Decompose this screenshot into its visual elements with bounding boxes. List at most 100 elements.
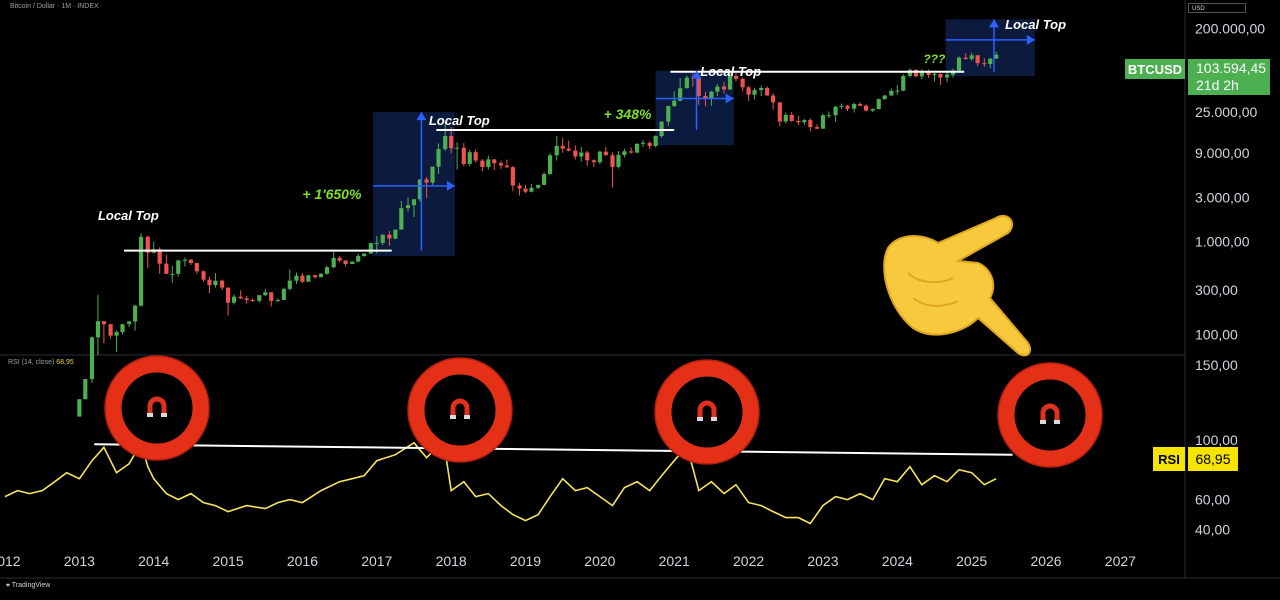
ring-circle <box>997 362 1103 468</box>
price-tag-value: 103.594,45 <box>1196 60 1266 76</box>
candle-body <box>238 296 243 299</box>
candle <box>876 98 881 110</box>
candle <box>306 274 311 282</box>
candle <box>225 287 231 316</box>
candle <box>808 118 813 132</box>
candle-body <box>845 105 850 109</box>
magnet-tip <box>450 415 456 419</box>
candle <box>417 179 423 202</box>
candle-body <box>225 287 231 303</box>
candle-body <box>287 280 292 289</box>
candle-body <box>733 75 739 79</box>
candle-body <box>318 273 324 278</box>
currency-selector[interactable]: USD <box>1188 3 1246 13</box>
candle <box>591 159 597 167</box>
ring-outer-edge <box>654 359 760 465</box>
candle-body <box>536 184 541 188</box>
candle-body <box>653 136 658 146</box>
candle-body <box>640 142 646 144</box>
candle <box>666 105 671 127</box>
candle <box>554 136 559 161</box>
candle <box>870 108 875 113</box>
candle-body <box>194 262 199 272</box>
candle <box>523 184 528 194</box>
candle-body <box>573 150 578 157</box>
candle <box>461 142 466 167</box>
candle-body <box>331 257 336 268</box>
candle-body <box>461 147 466 164</box>
candle-body <box>616 154 621 167</box>
rsi-tag-value-bg <box>1188 447 1238 471</box>
candle-body <box>486 159 491 168</box>
candle-body <box>715 86 720 92</box>
candle <box>220 279 225 291</box>
candle-body <box>387 234 392 239</box>
candle-body <box>350 261 355 264</box>
candle <box>101 320 106 344</box>
candle <box>393 229 398 240</box>
tradingview-logo-icon: ⌖ <box>6 582 10 589</box>
local-top-label-4: Local Top <box>1005 17 1066 32</box>
candle-body <box>597 151 602 163</box>
gain-label-1650: + 1'650% <box>302 186 362 202</box>
candle <box>368 242 373 254</box>
price-tag-countdown: 21d 2h <box>1196 77 1239 93</box>
candle-body <box>926 72 931 76</box>
time-axis-tick: 2015 <box>212 553 243 569</box>
time-axis-tick: 2027 <box>1105 553 1136 569</box>
candle-body <box>157 249 162 264</box>
candle <box>170 265 175 283</box>
magnet-tip <box>711 417 717 421</box>
candle <box>969 52 974 61</box>
candle <box>579 147 584 162</box>
candle-body <box>839 105 844 107</box>
candle-body <box>975 55 980 64</box>
candle-body <box>120 324 125 333</box>
candle <box>982 58 987 67</box>
symbol-header: Bitcoin / Dollar · 1M · INDEX <box>10 3 99 10</box>
candle <box>975 55 980 67</box>
candle-body <box>852 104 857 109</box>
magnet-body <box>697 400 717 420</box>
candle <box>95 295 101 355</box>
candle-body <box>703 95 708 99</box>
candle <box>467 149 472 167</box>
candle <box>622 148 627 158</box>
candle-body <box>982 63 987 65</box>
candle <box>542 172 547 186</box>
highlight-ring-2013 <box>104 355 210 461</box>
candle <box>127 320 132 328</box>
candle <box>77 399 82 417</box>
candle-body <box>188 259 193 263</box>
candle-body <box>629 151 634 153</box>
candle <box>640 140 646 148</box>
time-axis-tick: 2026 <box>1030 553 1061 569</box>
highlight-ring-2017 <box>407 357 513 463</box>
candle <box>733 71 739 82</box>
candle <box>510 166 515 192</box>
rsi-header-value: 68,95 <box>56 359 74 366</box>
price-axis-tick: 300,00 <box>1195 282 1238 298</box>
time-axis-tick: 2022 <box>733 553 764 569</box>
candle <box>820 113 826 129</box>
ring-outer-edge <box>997 362 1103 468</box>
ring-circle <box>654 359 760 465</box>
ticker-tag-bg <box>1125 59 1185 79</box>
candle-body <box>244 298 249 301</box>
candle-body <box>306 275 311 282</box>
candle-body <box>666 106 671 122</box>
magnet-tip <box>147 413 153 417</box>
candle <box>207 276 212 293</box>
candle <box>492 159 497 171</box>
candle-body <box>696 78 701 96</box>
price-axis-tick: 25.000,00 <box>1195 104 1257 120</box>
candle <box>257 295 262 303</box>
candle-body <box>647 142 652 146</box>
candle-body <box>585 152 590 161</box>
price-axis-tick: 200.000,00 <box>1195 20 1265 36</box>
time-axis-tick: 2024 <box>882 553 913 569</box>
candle-body <box>802 120 807 123</box>
candle <box>629 147 634 154</box>
